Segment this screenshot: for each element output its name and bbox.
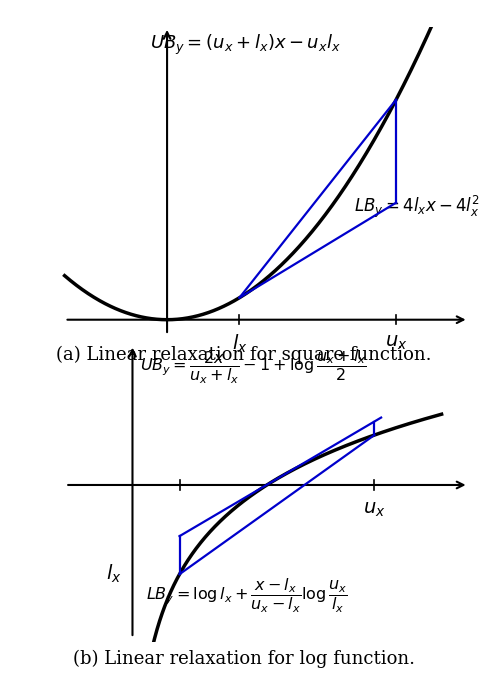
Text: $l_x$: $l_x$ xyxy=(106,563,122,585)
Text: $LB_y = \log l_x + \dfrac{x-l_x}{u_x-l_x}\log\dfrac{u_x}{l_x}$: $LB_y = \log l_x + \dfrac{x-l_x}{u_x-l_x… xyxy=(146,576,347,614)
Text: (b) Linear relaxation for log function.: (b) Linear relaxation for log function. xyxy=(73,650,415,668)
Text: $u_x$: $u_x$ xyxy=(385,333,407,352)
Text: $u_x$: $u_x$ xyxy=(363,500,386,519)
Text: $UB_y = \dfrac{2x}{u_x+l_x} - 1 + \log\dfrac{u_x+l_x}{2}$: $UB_y = \dfrac{2x}{u_x+l_x} - 1 + \log\d… xyxy=(140,347,367,386)
Text: $UB_y = (u_x + l_x)x - u_xl_x$: $UB_y = (u_x + l_x)x - u_xl_x$ xyxy=(150,33,341,57)
Text: $LB_y = 4l_xx - 4l_x^2$: $LB_y = 4l_xx - 4l_x^2$ xyxy=(354,194,480,220)
Text: (a) Linear relaxation for square function.: (a) Linear relaxation for square functio… xyxy=(56,346,432,364)
Text: $l_x$: $l_x$ xyxy=(232,333,247,356)
